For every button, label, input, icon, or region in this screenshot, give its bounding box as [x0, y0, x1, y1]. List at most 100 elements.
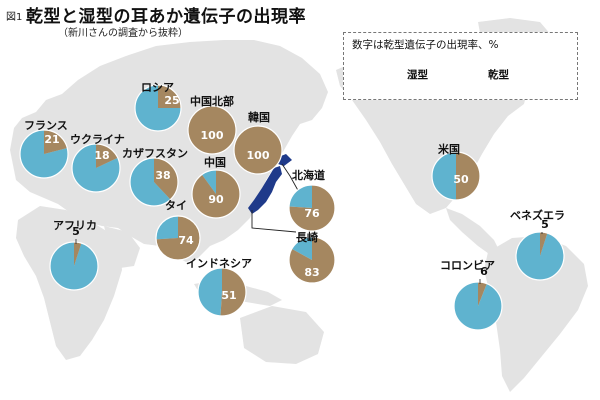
pie-colombia-dry-slice [478, 282, 487, 306]
pie-korea-dry-slice [234, 126, 282, 174]
country-label-venezuela: ベネズエラ [510, 209, 565, 222]
arabia-landmass [104, 226, 140, 268]
pie-indonesia-wet-slice [198, 268, 222, 316]
country-label-colombia: コロンビア [440, 259, 495, 272]
pie-thailand-border [155, 215, 201, 261]
pie-nagasaki-dry-slice [288, 237, 335, 283]
pie-usa-border [431, 151, 481, 201]
country-label-indonesia: インドネシア [186, 257, 252, 270]
value-label-indonesia: 51 [221, 289, 237, 302]
pie-venezuela-dry-slice [540, 231, 548, 256]
pie-africa [49, 241, 99, 291]
country-label-usa: 米国 [438, 143, 460, 156]
country-label-nagasaki: 長崎 [296, 231, 318, 244]
legend-dry-label: 乾型 [488, 69, 509, 81]
pie-venezuela-wet-slice [516, 232, 565, 281]
eurasia-landmass [10, 40, 328, 262]
pie-ukraine-wet-slice [72, 144, 121, 192]
value-label-africa: 5 [72, 225, 80, 238]
pie-indonesia-border [197, 267, 247, 317]
pie-charts-layer [19, 84, 565, 331]
pie-kazakh-wet-slice [130, 158, 171, 207]
pie-kazakh-dry-slice [154, 158, 179, 200]
pie-colombia-wet-slice [453, 281, 502, 330]
japan-landmass [248, 166, 282, 214]
pie-venezuela [515, 231, 565, 281]
pie-hokkaido-wet-slice [289, 185, 312, 208]
pie-indonesia-dry-slice [220, 267, 247, 316]
value-label-colombia: 6 [480, 265, 488, 278]
pie-nagasaki [288, 236, 336, 284]
page-subtitle: （新川さんの調査から抜粋） [58, 28, 188, 39]
central-america-landmass [446, 208, 500, 256]
value-label-thailand: 74 [178, 234, 194, 247]
pie-africa-border [49, 241, 99, 291]
value-label-kazakh: 38 [155, 169, 171, 182]
pie-china-border [191, 169, 241, 219]
pie-russia [134, 84, 182, 132]
pie-kazakh [129, 157, 179, 207]
country-label-thailand: タイ [165, 199, 187, 212]
pie-russia-dry-slice [158, 85, 181, 108]
value-label-france: 21 [44, 133, 60, 146]
country-label-kazakh: カザフスタン [122, 147, 188, 160]
page-title: 乾型と湿型の耳あか遺伝子の出現率 [26, 7, 306, 27]
value-label-russia: 25 [164, 94, 180, 107]
pie-indonesia [197, 267, 247, 317]
pie-korea-border [233, 125, 283, 175]
pie-china [191, 169, 241, 219]
pie-colombia-border [453, 281, 503, 331]
pie-n-china-dry-slice [188, 106, 236, 154]
pie-ukraine [71, 143, 121, 193]
pie-ukraine-border [71, 143, 121, 193]
pie-africa-dry-slice [74, 242, 82, 266]
pie-russia-border [134, 84, 182, 132]
nagasaki-connector-line [251, 210, 297, 233]
hokkaido-connector-line [281, 163, 301, 195]
pie-korea [233, 125, 283, 175]
value-label-ukraine: 18 [94, 149, 110, 162]
pie-china-wet-slice [201, 170, 216, 194]
country-label-n-china: 中国北部 [190, 95, 234, 108]
pie-africa-wet-slice [50, 242, 99, 290]
legend-title: 数字は乾型遺伝子の出現率、% [352, 39, 499, 51]
pie-ukraine-dry-slice [96, 144, 118, 168]
pie-france [19, 129, 69, 179]
country-label-africa: アフリカ [53, 219, 97, 232]
pie-usa [431, 151, 481, 201]
pie-france-border [19, 129, 69, 179]
south-america-landmass [484, 236, 588, 392]
australia-landmass [240, 306, 324, 364]
pie-china-dry-slice [191, 170, 240, 218]
pie-france-wet-slice [20, 130, 69, 178]
pie-colombia [453, 281, 503, 331]
value-label-n-china: 100 [200, 129, 224, 142]
pie-thailand [155, 215, 201, 261]
value-label-nagasaki: 83 [304, 266, 320, 279]
country-label-korea: 韓国 [248, 111, 270, 124]
pie-france-dry-slice [44, 130, 68, 154]
pie-thailand-dry-slice [156, 216, 200, 260]
country-label-china: 中国 [204, 156, 226, 169]
pie-n-china-border [187, 105, 237, 155]
pie-nagasaki-border [288, 236, 336, 284]
pie-hokkaido-dry-slice [289, 185, 336, 231]
value-label-korea: 100 [246, 149, 270, 162]
pie-usa-dry-slice [456, 152, 480, 200]
value-label-china: 90 [208, 193, 224, 206]
pie-thailand-wet-slice [155, 216, 178, 240]
country-label-russia: ロシア [141, 81, 174, 94]
pie-n-china [187, 105, 237, 155]
pie-venezuela-border [515, 231, 565, 281]
value-label-usa: 50 [453, 173, 469, 186]
legend-wet-label: 湿型 [407, 69, 428, 81]
pie-usa-wet-slice [432, 152, 456, 200]
legend: 数字は乾型遺伝子の出現率、% 湿型 乾型 [343, 32, 578, 100]
value-label-venezuela: 5 [541, 218, 549, 231]
pie-hokkaido [288, 184, 336, 232]
figure-number: 図1 [6, 12, 23, 23]
pie-hokkaido-border [288, 184, 336, 232]
country-label-france: フランス [24, 119, 68, 132]
